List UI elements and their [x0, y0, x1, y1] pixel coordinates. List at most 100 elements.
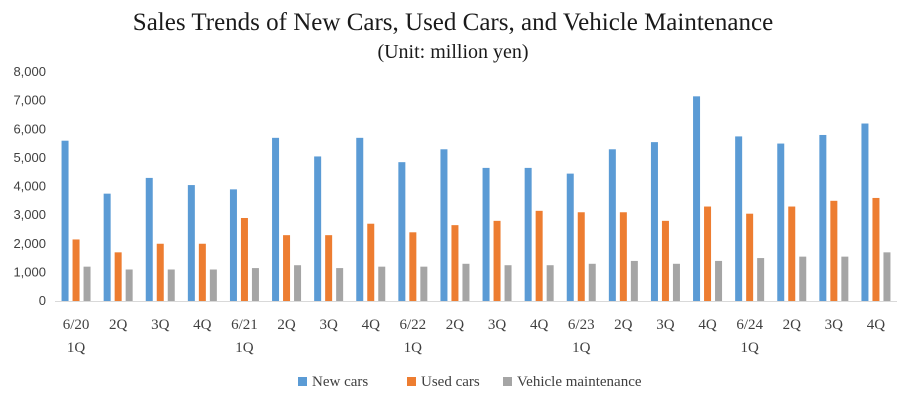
- x-tick-label: 1Q: [572, 340, 591, 356]
- x-tick-label: 4Q: [530, 317, 549, 333]
- bar-used-cars: [661, 220, 669, 301]
- bar-vehicle-maintenance: [167, 269, 175, 301]
- bar-vehicle-maintenance: [883, 252, 891, 301]
- bar-used-cars: [872, 197, 880, 301]
- bar-new-cars: [861, 123, 869, 302]
- bar-new-cars: [693, 96, 701, 301]
- x-tick-label: 1Q: [235, 340, 254, 356]
- bar-vehicle-maintenance: [251, 268, 259, 301]
- y-tick-label: 6,000: [13, 121, 46, 136]
- x-tick-label: 3Q: [825, 317, 844, 333]
- bar-used-cars: [156, 243, 164, 301]
- bar-vehicle-maintenance: [462, 263, 470, 301]
- bar-vehicle-maintenance: [504, 265, 512, 301]
- x-tick-label: 3Q: [488, 317, 507, 333]
- chart-bars: [61, 96, 891, 302]
- x-tick-label: 1Q: [67, 340, 86, 356]
- bar-new-cars: [650, 142, 658, 301]
- y-tick-label: 0: [39, 293, 46, 308]
- x-tick-label: 6/23: [568, 317, 595, 333]
- x-tick-label: 6/21: [231, 317, 258, 333]
- bar-new-cars: [103, 193, 111, 301]
- bar-used-cars: [409, 232, 417, 301]
- legend-swatch: [407, 377, 416, 386]
- x-tick-label: 2Q: [446, 317, 465, 333]
- chart-subtitle: (Unit: million yen): [377, 41, 528, 63]
- bar-used-cars: [535, 210, 543, 301]
- bar-vehicle-maintenance: [420, 266, 428, 301]
- legend-label: New cars: [312, 374, 368, 390]
- bar-used-cars: [704, 206, 712, 301]
- bar-vehicle-maintenance: [378, 266, 386, 301]
- bar-vehicle-maintenance: [294, 265, 302, 301]
- bar-used-cars: [746, 213, 754, 301]
- bar-vehicle-maintenance: [588, 263, 596, 301]
- bar-used-cars: [830, 200, 838, 301]
- legend-label: Vehicle maintenance: [517, 374, 642, 390]
- x-tick-label: 4Q: [698, 317, 717, 333]
- bar-used-cars: [451, 225, 459, 301]
- bar-vehicle-maintenance: [715, 260, 723, 301]
- bar-vehicle-maintenance: [125, 269, 133, 301]
- bar-new-cars: [314, 156, 322, 301]
- bar-new-cars: [482, 167, 490, 301]
- bar-new-cars: [187, 185, 195, 301]
- bar-vehicle-maintenance: [630, 260, 638, 301]
- chart-title: Sales Trends of New Cars, Used Cars, and…: [133, 9, 773, 36]
- x-tick-label: 6/22: [400, 317, 427, 333]
- bar-vehicle-maintenance: [672, 263, 680, 301]
- bar-new-cars: [61, 140, 69, 301]
- bar-new-cars: [735, 136, 743, 301]
- x-tick-label: 4Q: [362, 317, 381, 333]
- x-tick-label: 6/24: [736, 317, 763, 333]
- bar-new-cars: [608, 149, 616, 301]
- x-tick-label: 3Q: [319, 317, 338, 333]
- x-tick-label: 2Q: [277, 317, 296, 333]
- bar-new-cars: [398, 162, 406, 301]
- bar-new-cars: [356, 137, 364, 301]
- bar-new-cars: [819, 134, 827, 301]
- bar-used-cars: [198, 243, 206, 301]
- y-tick-label: 2,000: [13, 236, 46, 251]
- x-tick-label: 1Q: [740, 340, 759, 356]
- bar-new-cars: [777, 143, 785, 301]
- bar-used-cars: [367, 223, 375, 301]
- bar-new-cars: [145, 177, 153, 301]
- bar-vehicle-maintenance: [841, 256, 849, 301]
- bar-vehicle-maintenance: [546, 265, 554, 301]
- bar-used-cars: [325, 235, 333, 301]
- x-tick-label: 2Q: [109, 317, 128, 333]
- bar-used-cars: [619, 212, 627, 301]
- x-tick-label: 4Q: [193, 317, 212, 333]
- bar-used-cars: [72, 239, 80, 301]
- bar-vehicle-maintenance: [799, 256, 807, 301]
- x-axis-labels: 6/20 1Q 2Q 3Q 4Q 6/21 1Q 2Q 3Q 4Q 6/22 1Q 2Q 3Q 4Q 6/23…: [63, 317, 886, 356]
- chart-legend: New cars Used cars Vehicle maintenance: [298, 374, 642, 390]
- bar-used-cars: [283, 235, 291, 301]
- y-tick-label: 5,000: [13, 150, 46, 165]
- bar-used-cars: [493, 220, 501, 301]
- bar-new-cars: [272, 137, 280, 301]
- x-tick-label: 1Q: [404, 340, 423, 356]
- bar-new-cars: [566, 173, 574, 301]
- bar-new-cars: [440, 149, 448, 301]
- x-tick-label: 2Q: [783, 317, 802, 333]
- y-tick-label: 3,000: [13, 207, 46, 222]
- bar-used-cars: [788, 206, 796, 301]
- bar-vehicle-maintenance: [83, 266, 91, 301]
- x-tick-label: 3Q: [656, 317, 675, 333]
- x-tick-label: 2Q: [614, 317, 633, 333]
- legend-label: Used cars: [421, 374, 480, 390]
- x-tick-label: 6/20: [63, 317, 90, 333]
- y-axis-labels: 0 1,000 2,000 3,000 4,000 5,000 6,000 7,000 8,00…: [13, 64, 46, 308]
- legend-swatch: [503, 377, 512, 386]
- bar-new-cars: [524, 167, 532, 301]
- bar-used-cars: [114, 252, 122, 301]
- bar-vehicle-maintenance: [336, 268, 344, 301]
- y-tick-label: 1,000: [13, 264, 46, 279]
- bar-vehicle-maintenance: [757, 258, 765, 301]
- bar-vehicle-maintenance: [209, 269, 217, 301]
- legend-swatch: [298, 377, 307, 386]
- y-tick-label: 4,000: [13, 179, 46, 194]
